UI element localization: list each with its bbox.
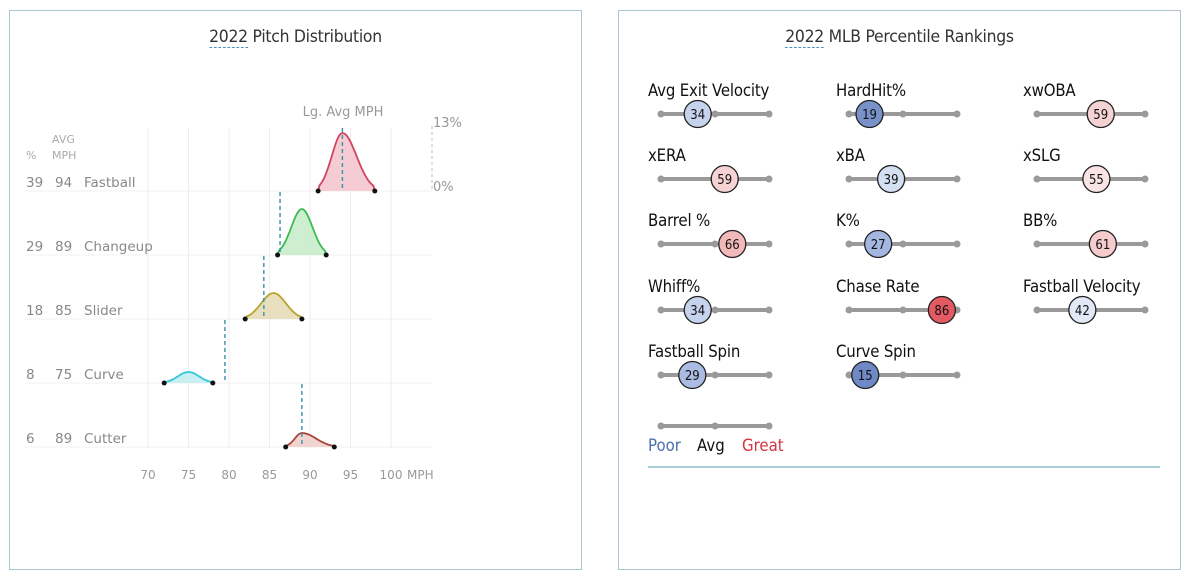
title-year-link[interactable]: 2022	[785, 27, 824, 48]
title-year-link[interactable]: 2022	[209, 27, 248, 48]
metric-label: HardHit%	[836, 81, 906, 101]
metric-label: xSLG	[1023, 146, 1061, 166]
range-max-dot	[299, 316, 305, 322]
x-tick-label: 70	[140, 468, 155, 482]
range-max-dot	[323, 252, 329, 258]
distribution-curve	[276, 208, 328, 256]
pitch-pct: 18	[26, 303, 43, 319]
x-tick-label: 100	[380, 468, 403, 482]
pitch-pct: 29	[26, 239, 43, 255]
percentile-rankings-title: 2022 MLB Percentile Rankings	[641, 27, 1157, 48]
pitch-distribution-panel: 2022 Pitch Distribution	[9, 10, 582, 570]
distribution-curve	[244, 292, 303, 320]
legend-great: Great	[742, 436, 784, 456]
x-tick-label: 85	[262, 468, 277, 482]
metric-label: BB%	[1023, 211, 1058, 231]
distribution-area	[318, 133, 375, 191]
x-axis-unit: MPH	[407, 468, 434, 482]
pitch-mph: 75	[55, 367, 72, 383]
pitch-mph: 85	[55, 303, 72, 319]
x-tick-label: 75	[181, 468, 196, 482]
distribution-area	[277, 209, 327, 255]
distribution-curve	[163, 371, 214, 384]
legend-poor: Poor	[648, 436, 681, 456]
metric-label: xBA	[836, 146, 865, 166]
x-tick-label: 95	[343, 468, 358, 482]
pitch-pct: 8	[26, 367, 35, 383]
pitch-name: Slider	[84, 303, 123, 319]
y-top-label: 13%	[433, 116, 462, 131]
x-tick-label: 80	[221, 468, 236, 482]
metric-label: xwOBA	[1023, 81, 1076, 101]
range-min-dot	[161, 380, 167, 386]
pitch-pct: 6	[26, 431, 35, 447]
header-avg: AVG	[52, 133, 75, 146]
range-max-dot	[372, 188, 378, 194]
metric-label: Chase Rate	[836, 277, 920, 297]
pitch-row-curve[interactable]: 8 75 Curve	[26, 320, 226, 386]
title-text: Pitch Distribution	[247, 27, 383, 47]
range-min-dot	[315, 188, 321, 194]
metric-label: Curve Spin	[836, 342, 916, 362]
lg-avg-label: Lg. Avg MPH	[303, 105, 384, 120]
pitch-pct: 39	[26, 175, 43, 191]
pitch-distribution-title: 2022 Pitch Distribution	[33, 27, 558, 48]
distribution-curve	[317, 132, 376, 192]
metric-label: Whiff%	[648, 277, 701, 297]
pitch-name: Cutter	[84, 431, 127, 447]
range-min-dot	[242, 316, 248, 322]
pitch-name: Changeup	[84, 239, 153, 255]
distribution-area	[285, 433, 335, 447]
pitch-row-changeup[interactable]: 29 89 Changeup	[26, 192, 329, 258]
pitch-mph: 89	[55, 431, 72, 447]
header-pct: %	[26, 149, 36, 162]
distribution-area	[164, 372, 213, 383]
pitch-row-slider[interactable]: 18 85 Slider	[26, 256, 305, 322]
range-max-dot	[331, 444, 337, 450]
metric-label: K%	[836, 211, 860, 231]
title-text: MLB Percentile Rankings	[823, 27, 1014, 47]
range-min-dot	[283, 444, 289, 450]
metric-label: Fastball Velocity	[1023, 277, 1141, 297]
pitch-row-fastball[interactable]: 39 94 Fastball	[26, 128, 378, 194]
metric-label: Barrel %	[648, 211, 711, 231]
metric-label: Avg Exit Velocity	[648, 81, 770, 101]
x-tick-label: 90	[302, 468, 317, 482]
pitch-name: Fastball	[84, 175, 135, 191]
range-max-dot	[210, 380, 216, 386]
pitch-row-cutter[interactable]: 6 89 Cutter	[26, 384, 337, 450]
range-min-dot	[275, 252, 281, 258]
pitch-distribution-chart: % AVG MPH Lg. Avg MPH 13% 0% 39 94 Fastball 29 89 C…	[25, 105, 462, 482]
pitch-mph: 89	[55, 239, 72, 255]
header-mph: MPH	[52, 149, 76, 162]
distribution-area	[245, 293, 302, 319]
y-bottom-label: 0%	[433, 180, 454, 195]
legend-avg: Avg	[697, 436, 725, 456]
metric-label: xERA	[648, 146, 686, 166]
pitch-name: Curve	[84, 367, 124, 383]
pitch-mph: 94	[55, 175, 72, 191]
divider	[648, 466, 1160, 468]
distribution-curve	[284, 432, 335, 448]
metric-label: Fastball Spin	[648, 342, 741, 362]
